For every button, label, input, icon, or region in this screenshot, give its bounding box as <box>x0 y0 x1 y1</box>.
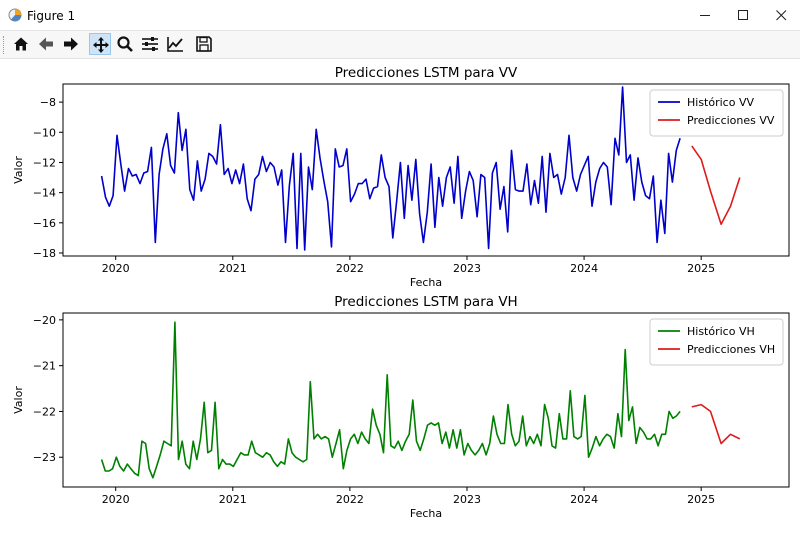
y-tick-label: −23 <box>33 451 56 464</box>
series-line-historico <box>100 321 681 479</box>
save-button[interactable] <box>193 33 215 55</box>
y-tick-label: −20 <box>33 314 56 327</box>
chart-title: Predicciones LSTM para VV <box>335 65 518 81</box>
y-tick-label: −21 <box>33 360 56 373</box>
x-axis-label: Fecha <box>410 276 442 289</box>
pan-button[interactable] <box>89 33 111 55</box>
x-tick-label: 2025 <box>687 262 715 275</box>
series-line-predicciones <box>691 403 741 445</box>
x-tick-label: 2025 <box>687 493 715 506</box>
y-tick-label: −8 <box>40 96 56 109</box>
back-icon <box>39 37 53 51</box>
back-button[interactable] <box>35 33 57 55</box>
minimize-button[interactable] <box>686 0 724 30</box>
x-tick-label: 2022 <box>336 262 364 275</box>
y-tick-label: −22 <box>33 405 56 418</box>
series-line-historico <box>100 86 681 251</box>
x-tick-label: 2023 <box>453 262 481 275</box>
chart-1: Predicciones LSTM para VV 2020 2021 2022 202… <box>12 65 790 289</box>
zoom-icon <box>117 36 133 52</box>
series-line-predicciones <box>691 145 741 226</box>
legend-entry: Histórico VV <box>687 96 754 109</box>
y-tick-label: −18 <box>33 247 56 260</box>
x-tick-label: 2023 <box>453 493 481 506</box>
minimize-icon <box>700 15 710 16</box>
legend-entry: Predicciones VV <box>687 114 775 127</box>
chart-2: Predicciones LSTM para VH 2020 2021 2022 202… <box>12 294 790 520</box>
zoom-button[interactable] <box>114 33 136 55</box>
legend-box <box>649 318 784 366</box>
y-tick-label: −14 <box>33 187 56 200</box>
legend-box <box>649 89 784 137</box>
legend-entry: Predicciones VH <box>687 343 775 356</box>
chart-title: Predicciones LSTM para VH <box>334 294 517 310</box>
y-axis-label: Valor <box>12 156 25 184</box>
x-tick-label: 2021 <box>219 493 247 506</box>
window-titlebar: Figure 1 <box>0 0 800 31</box>
home-button[interactable] <box>10 33 32 55</box>
edit-axes-icon <box>167 37 183 52</box>
window-title: Figure 1 <box>27 9 76 23</box>
save-icon <box>196 36 212 52</box>
x-tick-label: 2024 <box>570 493 598 506</box>
y-tick-label: −12 <box>33 156 56 169</box>
configure-subplots-button[interactable] <box>139 33 161 55</box>
legend: Histórico VV Predicciones VV <box>649 89 784 137</box>
toolbar-grip <box>3 36 7 54</box>
navigation-toolbar <box>0 31 800 59</box>
configure-subplots-icon <box>142 37 158 51</box>
x-axis-label: Fecha <box>410 507 442 520</box>
home-icon <box>14 37 28 51</box>
forward-icon <box>64 37 78 51</box>
pan-icon <box>93 37 109 53</box>
y-tick-label: −10 <box>33 126 56 139</box>
x-tick-label: 2020 <box>102 262 130 275</box>
x-tick-label: 2024 <box>570 262 598 275</box>
close-icon <box>776 10 787 21</box>
y-axis-label: Valor <box>12 386 25 414</box>
maximize-icon <box>738 10 748 20</box>
matplotlib-app-icon <box>8 8 22 22</box>
x-tick-label: 2020 <box>102 493 130 506</box>
maximize-button[interactable] <box>724 0 762 30</box>
x-tick-label: 2021 <box>219 262 247 275</box>
edit-axes-button[interactable] <box>164 33 186 55</box>
close-button[interactable] <box>762 0 800 30</box>
x-tick-label: 2022 <box>336 493 364 506</box>
legend-entry: Histórico VH <box>687 325 755 338</box>
y-tick-label: −16 <box>33 217 56 230</box>
legend: Histórico VH Predicciones VH <box>649 318 784 366</box>
forward-button[interactable] <box>60 33 82 55</box>
figure-canvas[interactable]: Predicciones LSTM para VV 2020 2021 2022 202… <box>0 58 800 536</box>
